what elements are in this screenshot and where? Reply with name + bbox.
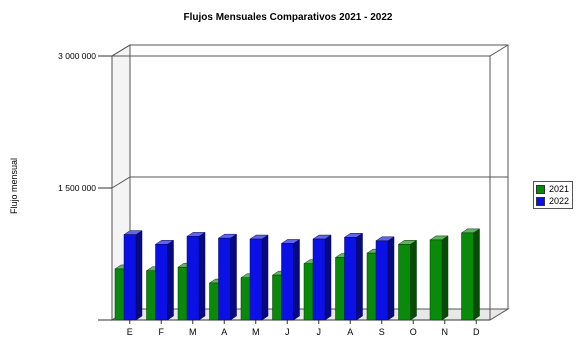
chart-gridlines	[98, 44, 508, 324]
x-tick-label: A	[347, 327, 353, 337]
bar-2022	[249, 234, 269, 321]
legend-label-2021: 2021	[549, 184, 570, 194]
bar-2022	[312, 234, 332, 321]
bar-2022	[186, 231, 206, 321]
bar-2021	[397, 239, 418, 321]
chart-legend: 2021 2022	[533, 181, 573, 209]
legend-label-2022: 2022	[549, 196, 570, 206]
chart-title: Flujos Mensuales Comparativos 2021 - 202…	[184, 12, 393, 23]
bar-2022	[375, 236, 395, 321]
legend-swatch-2022	[536, 196, 545, 206]
x-tick-label: D	[473, 327, 480, 337]
chart-labels: Flujos Mensuales Comparativos 2021 - 202…	[9, 12, 480, 337]
x-tick-label: M	[189, 327, 197, 337]
legend-item-2022: 2022	[536, 195, 570, 207]
gridline-side	[111, 44, 131, 57]
y-tick-label: 3 000 000	[58, 51, 96, 61]
x-tick-label: A	[221, 327, 227, 337]
bar-2021	[460, 228, 481, 321]
x-tick-label: S	[379, 327, 385, 337]
bar-2022	[343, 232, 364, 321]
x-tick-label: F	[159, 327, 165, 337]
bar-2021	[429, 235, 449, 321]
legend-item-2021: 2021	[536, 183, 570, 195]
x-tick-label: J	[317, 327, 322, 337]
bar-2022	[280, 238, 301, 321]
x-tick-label: N	[442, 327, 449, 337]
gridline-side	[111, 176, 131, 189]
x-tick-label: M	[252, 327, 260, 337]
legend-swatch-2021	[536, 184, 545, 194]
bar-2022	[154, 239, 175, 321]
bar-2022	[123, 230, 143, 321]
x-tick-label: J	[285, 327, 290, 337]
y-axis-label: Flujo mensual	[9, 158, 19, 214]
y-tick-label: 1 500 000	[58, 183, 96, 193]
chart-bars	[114, 228, 481, 321]
x-tick-label: O	[410, 327, 417, 337]
bar-2022	[217, 233, 238, 321]
x-tick-label: E	[127, 327, 133, 337]
